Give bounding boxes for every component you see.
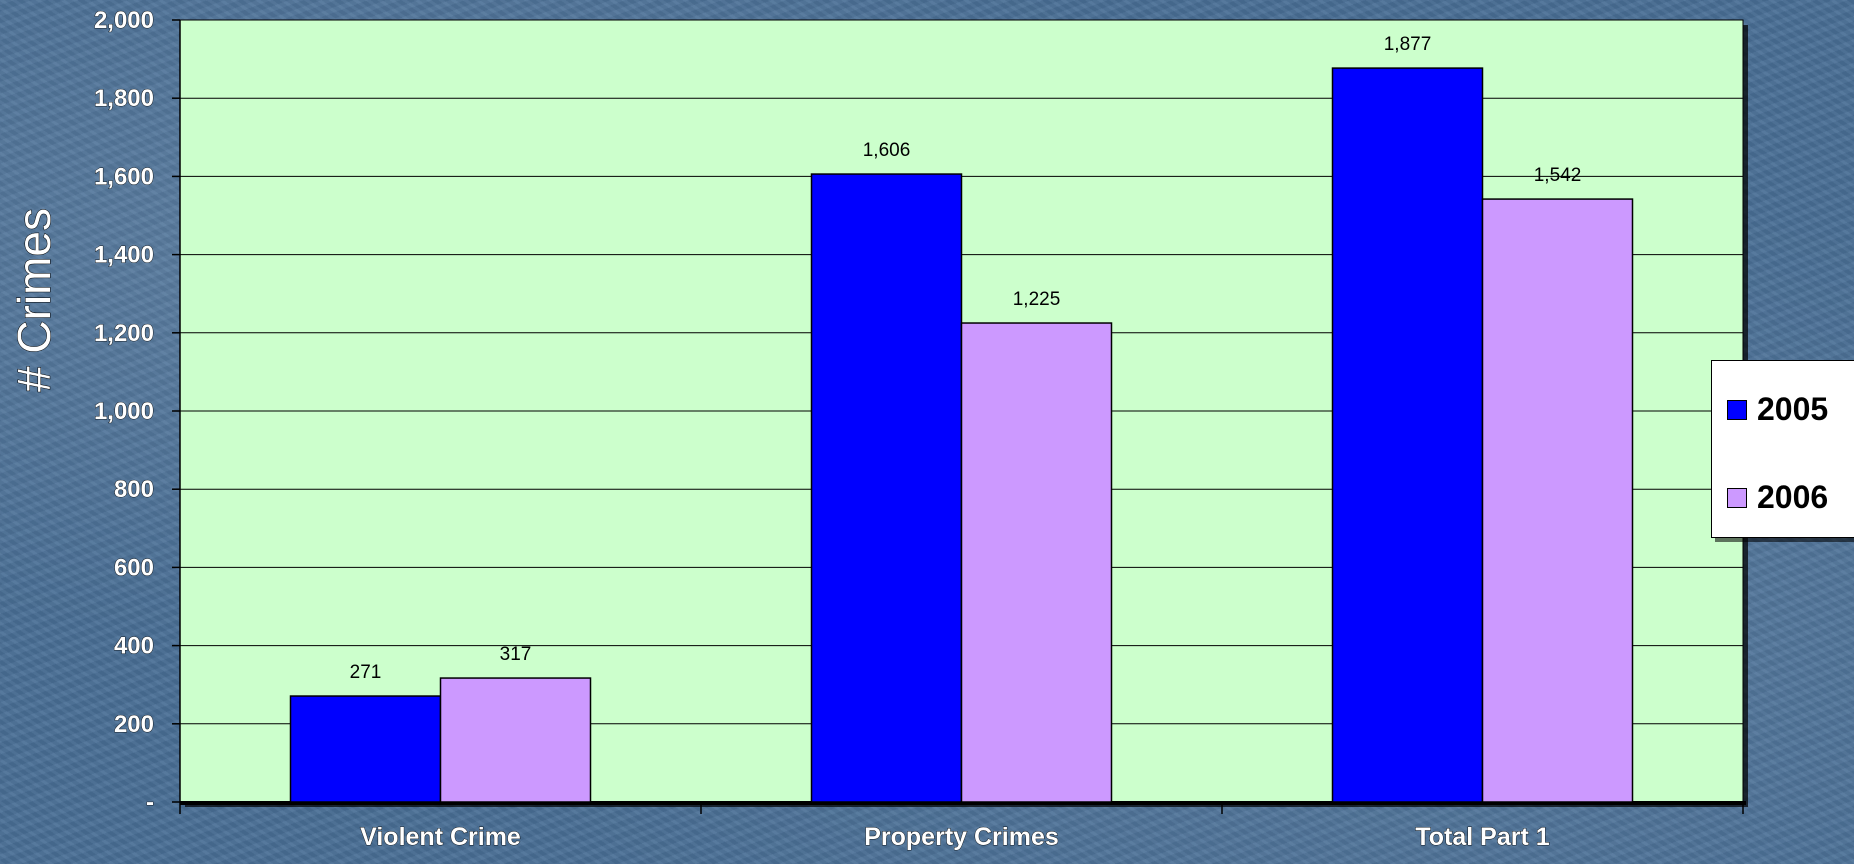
y-tick-label: 1,000 [94,398,154,425]
bar-2006 [439,677,592,803]
y-tick-label: 600 [114,554,154,581]
x-tick-label: Total Part 1 [1415,823,1549,851]
legend-item-2005: 2005 [1712,391,1828,428]
legend-label-2005: 2005 [1757,391,1829,427]
legend-label-2006: 2006 [1757,479,1829,515]
y-tick-label: 1,600 [94,163,154,190]
legend-swatch-2006 [1727,487,1747,508]
y-tick-label: 200 [114,711,154,738]
data-label-2006: 317 [500,644,532,665]
x-tick-label: Property Crimes [864,823,1059,851]
y-tick-label: - [146,789,154,816]
y-tick-label: 1,400 [94,242,154,269]
data-label-2005: 1,877 [1384,34,1432,55]
y-tick-label: 1,200 [94,320,154,347]
data-label-2006: 1,225 [1013,289,1061,310]
legend-item-2006: 2006 [1712,479,1828,516]
bar-2006 [1481,198,1634,803]
data-label-2006: 1,542 [1534,165,1582,186]
bar-2005 [810,173,963,803]
data-label-2005: 271 [350,662,382,683]
x-tick-label: Violent Crime [360,823,521,851]
data-label-2005: 1,606 [863,140,911,161]
legend: 2005 2006 [1711,360,1854,538]
y-tick-label: 1,800 [94,85,154,112]
y-tick-label: 2,000 [94,7,154,34]
y-tick-label: 800 [114,476,154,503]
y-axis-label: # Crimes [8,208,60,392]
bar-2005 [289,695,442,803]
legend-swatch-2005 [1727,399,1747,420]
bar-2006 [960,322,1113,803]
y-tick-label: 400 [114,633,154,660]
bar-2005 [1331,67,1484,803]
